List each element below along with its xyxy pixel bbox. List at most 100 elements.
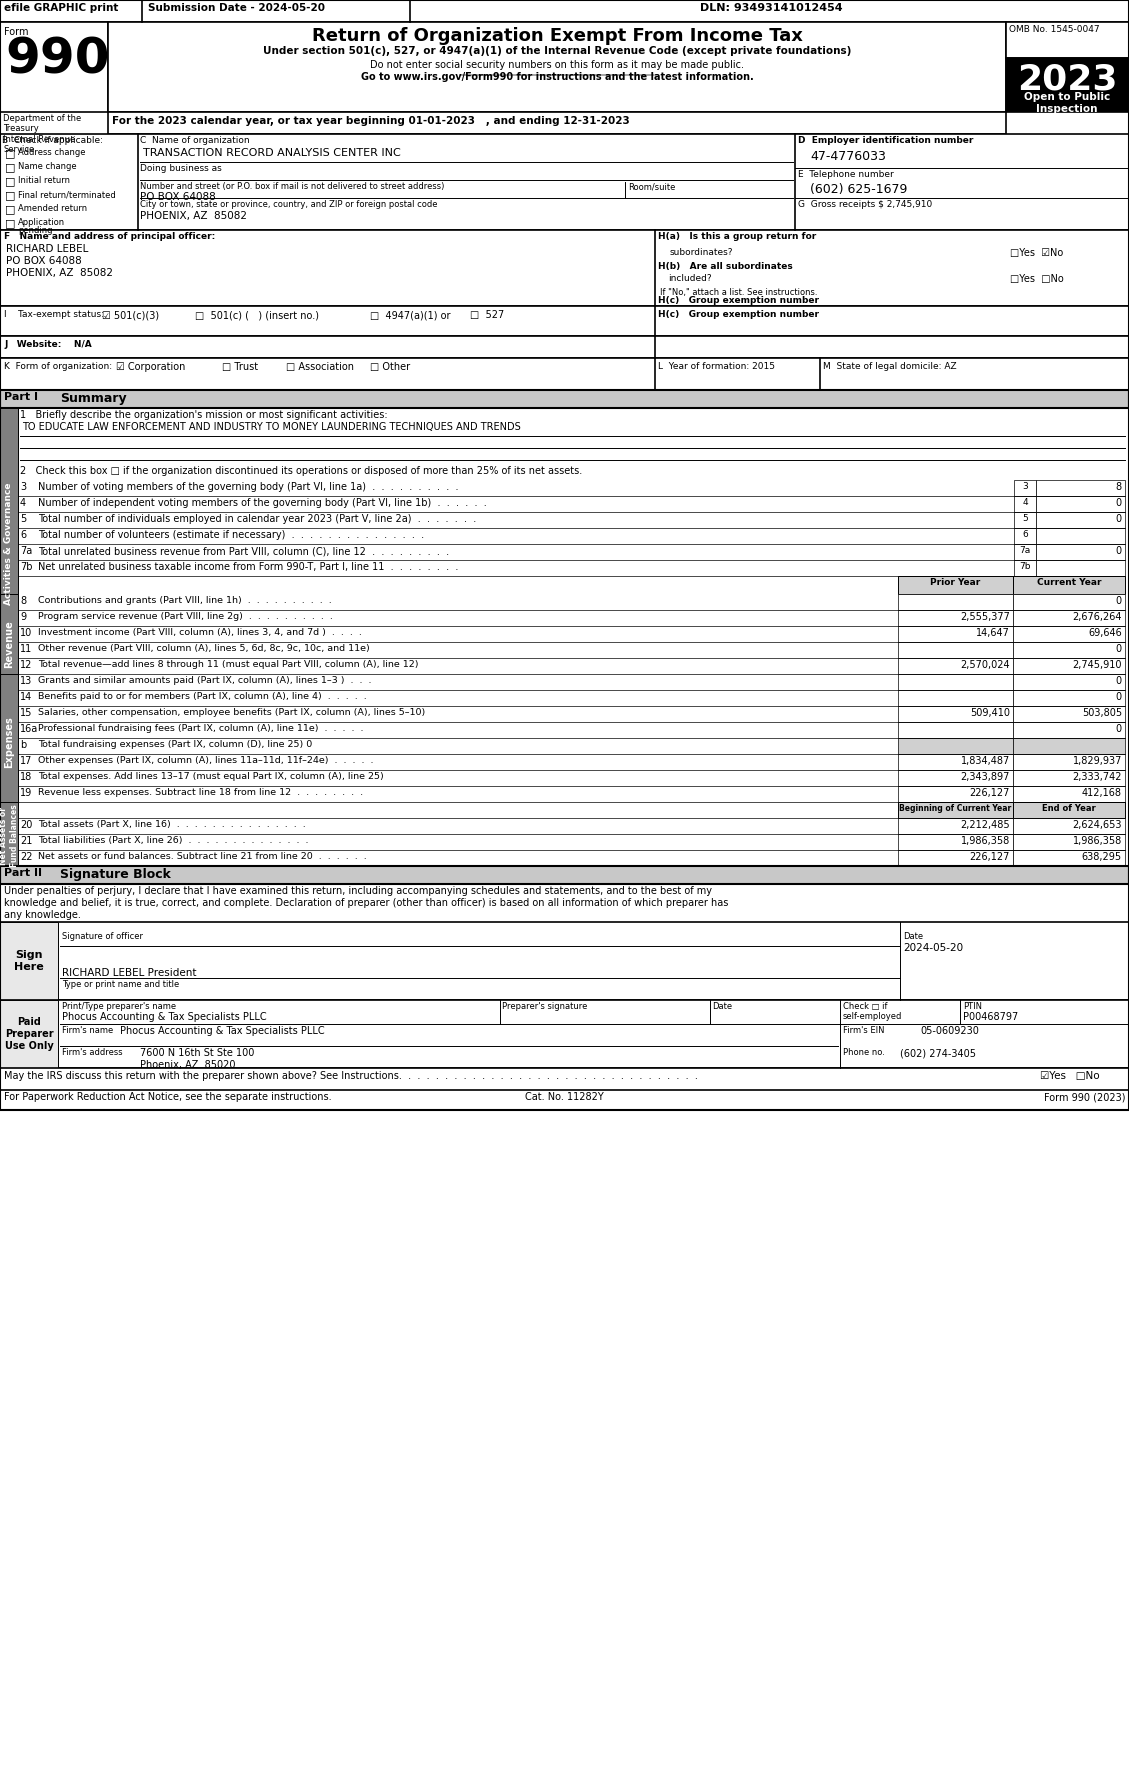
Text: Phoenix, AZ  85020: Phoenix, AZ 85020 [140, 1060, 236, 1070]
Bar [898, 706, 1013, 722]
Text: self-employed: self-employed [843, 1012, 902, 1021]
Text: Date: Date [903, 932, 924, 941]
Text: 16a: 16a [20, 724, 38, 735]
Bar [0, 111, 108, 152]
Text: Type or print name and title: Type or print name and title [62, 980, 180, 989]
Text: H(c)   Group exemption number: H(c) Group exemption number [658, 311, 819, 320]
Text: Revenue less expenses. Subtract line 18 from line 12  .  .  .  .  .  .  .  .: Revenue less expenses. Subtract line 18 … [38, 788, 364, 796]
Text: 2024-05-20: 2024-05-20 [903, 943, 963, 954]
Text: 226,127: 226,127 [970, 788, 1010, 798]
Bar [0, 306, 1129, 336]
Text: Benefits paid to or for members (Part IX, column (A), line 4)  .  .  .  .  .: Benefits paid to or for members (Part IX… [38, 692, 367, 701]
Bar [0, 865, 1129, 885]
Text: 7b: 7b [1019, 562, 1031, 570]
Text: Preparer's signature: Preparer's signature [502, 1001, 587, 1010]
Text: □  4947(a)(1) or: □ 4947(a)(1) or [370, 311, 450, 320]
Bar [1013, 754, 1124, 770]
Text: M  State of legal domicile: AZ: M State of legal domicile: AZ [823, 362, 956, 371]
Text: 4: 4 [1022, 498, 1027, 507]
Text: 22: 22 [20, 851, 33, 862]
Text: 8: 8 [1115, 482, 1122, 493]
Text: included?: included? [668, 274, 711, 283]
Text: 2,570,024: 2,570,024 [961, 660, 1010, 669]
Text: 2   Check this box □ if the organization discontinued its operations or disposed: 2 Check this box □ if the organization d… [20, 466, 583, 477]
Bar [1013, 593, 1124, 609]
Text: For the 2023 calendar year, or tax year beginning 01-01-2023   , and ending 12-3: For the 2023 calendar year, or tax year … [112, 117, 630, 125]
Text: B  Check if applicable:: B Check if applicable: [2, 136, 103, 145]
Text: 13: 13 [20, 676, 33, 685]
Text: Expenses: Expenses [5, 717, 14, 768]
Bar [1006, 21, 1129, 58]
Text: 12: 12 [20, 660, 33, 669]
Bar [0, 21, 108, 111]
Bar [1013, 849, 1124, 865]
Bar [1006, 58, 1129, 111]
Text: K  Form of organization:: K Form of organization: [5, 362, 112, 371]
Text: 0: 0 [1115, 645, 1122, 653]
Bar [1013, 818, 1124, 834]
Text: G  Gross receipts $ 2,745,910: G Gross receipts $ 2,745,910 [798, 200, 933, 208]
Text: Contributions and grants (Part VIII, line 1h)  .  .  .  .  .  .  .  .  .  .: Contributions and grants (Part VIII, lin… [38, 595, 332, 606]
Text: 2,212,485: 2,212,485 [961, 819, 1010, 830]
Text: Total unrelated business revenue from Part VIII, column (C), line 12  .  .  .  .: Total unrelated business revenue from Pa… [38, 546, 449, 556]
Text: Other expenses (Part IX, column (A), lines 11a–11d, 11f–24e)  .  .  .  .  .: Other expenses (Part IX, column (A), lin… [38, 756, 374, 765]
Text: F   Name and address of principal officer:: F Name and address of principal officer: [5, 231, 216, 240]
Bar [1036, 512, 1124, 528]
Text: 4: 4 [20, 498, 26, 509]
Text: Professional fundraising fees (Part IX, column (A), line 11e)  .  .  .  .  .: Professional fundraising fees (Part IX, … [38, 724, 364, 733]
Text: Net Assets or
Fund Balances: Net Assets or Fund Balances [0, 805, 19, 867]
Bar [898, 770, 1013, 786]
Bar [1013, 722, 1124, 738]
Text: Under penalties of perjury, I declare that I have examined this return, includin: Under penalties of perjury, I declare th… [5, 887, 712, 895]
Bar [898, 818, 1013, 834]
Bar [1013, 675, 1124, 691]
Bar [898, 576, 1013, 593]
Text: 8: 8 [20, 595, 26, 606]
Text: 7600 N 16th St Ste 100: 7600 N 16th St Ste 100 [140, 1047, 254, 1058]
Text: subordinates?: subordinates? [669, 247, 734, 258]
Bar [898, 609, 1013, 625]
Bar [898, 722, 1013, 738]
Bar [1036, 480, 1124, 496]
Text: 3: 3 [20, 482, 26, 493]
Text: 5: 5 [20, 514, 26, 525]
Text: Number and street (or P.O. box if mail is not delivered to street address): Number and street (or P.O. box if mail i… [140, 182, 445, 191]
Text: PTIN: PTIN [963, 1001, 982, 1010]
Text: 2023: 2023 [1017, 62, 1118, 95]
Text: 47-4776033: 47-4776033 [809, 150, 886, 162]
Text: Current Year: Current Year [1036, 577, 1101, 586]
Text: Phocus Accounting & Tax Specialists PLLC: Phocus Accounting & Tax Specialists PLLC [62, 1012, 266, 1023]
Text: City or town, state or province, country, and ZIP or foreign postal code: City or town, state or province, country… [140, 200, 438, 208]
Text: 2,333,742: 2,333,742 [1073, 772, 1122, 782]
Text: 6: 6 [1022, 530, 1027, 539]
Bar [0, 408, 18, 680]
Text: efile GRAPHIC print: efile GRAPHIC print [5, 4, 119, 12]
Text: Revenue: Revenue [5, 620, 14, 668]
Bar [1013, 576, 1124, 593]
Bar [1013, 834, 1124, 849]
Text: DLN: 93493141012454: DLN: 93493141012454 [700, 4, 842, 12]
Text: 05-0609230: 05-0609230 [920, 1026, 979, 1037]
Text: 2,624,653: 2,624,653 [1073, 819, 1122, 830]
Text: I    Tax-exempt status:: I Tax-exempt status: [5, 311, 104, 320]
Text: Number of independent voting members of the governing body (Part VI, line 1b)  .: Number of independent voting members of … [38, 498, 487, 509]
Text: 21: 21 [20, 835, 33, 846]
Text: Net unrelated business taxable income from Form 990-T, Part I, line 11  .  .  . : Net unrelated business taxable income fr… [38, 562, 458, 572]
Text: Form 990 (2023): Form 990 (2023) [1043, 1091, 1124, 1102]
Text: Signature Block: Signature Block [60, 869, 170, 881]
Bar [898, 593, 1013, 609]
Bar [1014, 496, 1036, 512]
Text: 990: 990 [5, 35, 110, 83]
Bar [1013, 609, 1124, 625]
Text: Part I: Part I [5, 392, 38, 403]
Text: 226,127: 226,127 [970, 851, 1010, 862]
Bar [0, 922, 58, 1000]
Text: 638,295: 638,295 [1082, 851, 1122, 862]
Text: b: b [20, 740, 26, 751]
Bar [1013, 643, 1124, 659]
Text: Part II: Part II [5, 869, 42, 878]
Text: Open to Public
Inspection: Open to Public Inspection [1024, 92, 1110, 113]
Text: PO BOX 64088: PO BOX 64088 [6, 256, 81, 267]
Text: 0: 0 [1115, 498, 1122, 509]
Bar [0, 1000, 1129, 1068]
